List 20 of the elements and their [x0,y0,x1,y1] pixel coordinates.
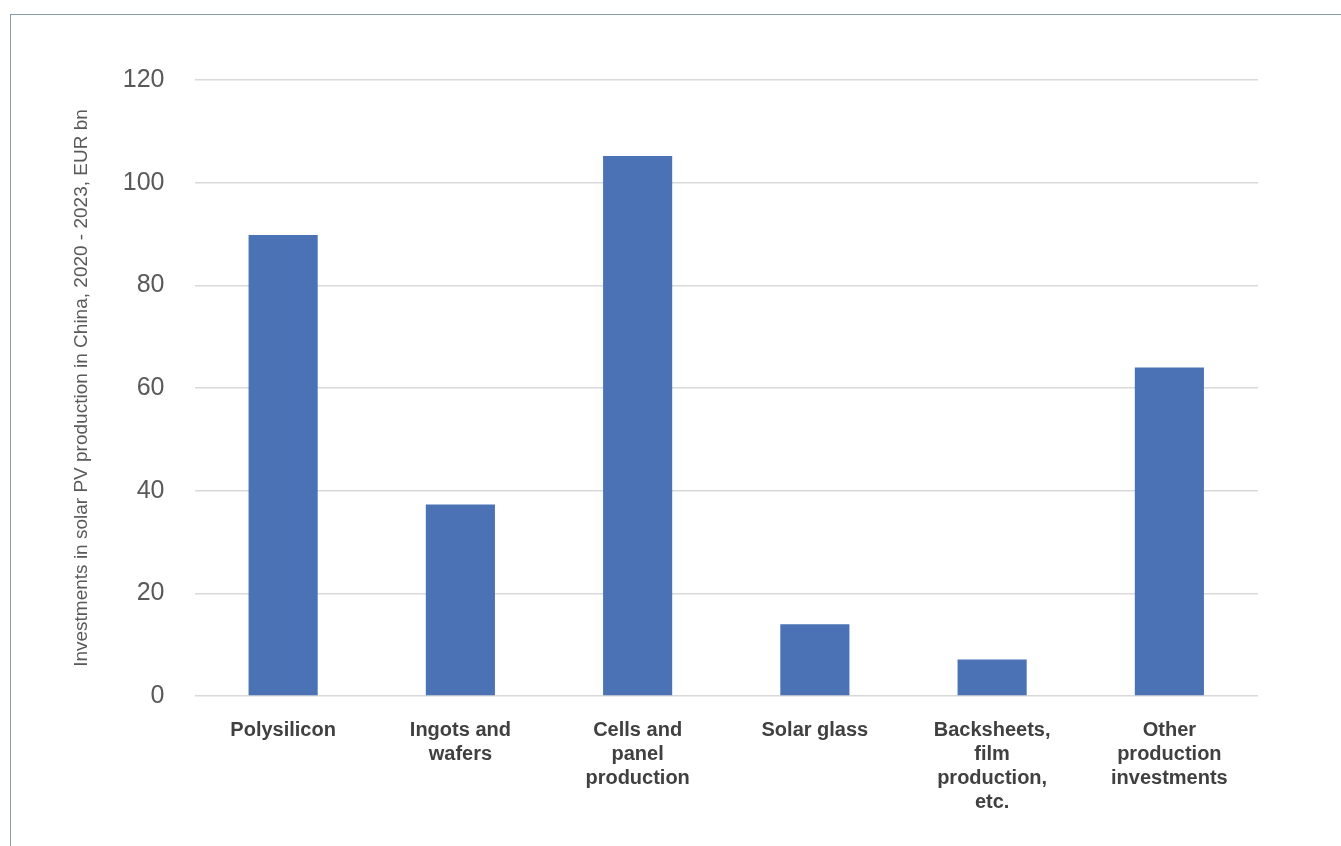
y-tick-label: 20 [136,577,165,606]
bar [957,659,1027,696]
x-tick-label: Cells and panel production [585,717,690,788]
bar [603,155,673,696]
y-axis-title: Investments in solar PV production in China, 2020 - 2023, EUR bn [69,109,91,667]
bar [780,624,850,696]
y-tick-label: 120 [122,63,165,92]
y-tick-label: 40 [136,474,165,503]
x-tick-label: Polysilicon [230,717,336,740]
y-tick-label: 100 [122,166,165,195]
y-tick-label: 80 [136,269,165,298]
bar [1134,367,1204,696]
x-tick-label: Ingots and wafers [409,717,511,764]
bar [248,235,318,696]
x-tick-label: Solar glass [761,717,869,740]
x-tick-label: Backsheets, film production, etc. [933,717,1051,812]
x-tick-label: Other production investments [1111,717,1228,788]
y-tick-label: 0 [150,679,165,708]
y-tick-label: 60 [136,371,165,400]
bar [425,504,495,696]
